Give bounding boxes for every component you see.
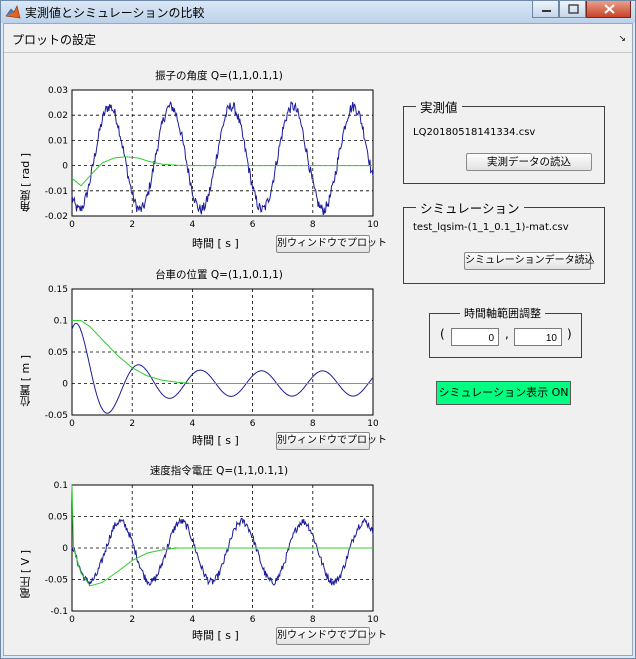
measured-series-line [71, 517, 374, 587]
y-tick-label: 0.05 [48, 348, 68, 358]
load-measured-data-button[interactable]: 実測データの読込 [466, 153, 592, 171]
title-bar[interactable]: 実測値とシミュレーションの比較 [1, 1, 635, 23]
y-tick-label: 0.01 [48, 136, 68, 146]
x-tick-label: 4 [190, 419, 196, 429]
plot3-xlabel: 時間 [ s ] [192, 629, 239, 642]
open-paren: ( [440, 327, 445, 341]
y-tick-label: 0.03 [48, 86, 68, 96]
x-tick-label: 2 [129, 419, 135, 429]
simulation-group-label: シミュレーション [416, 198, 524, 217]
y-tick-label: 0.1 [54, 481, 68, 491]
matlab-membrane-icon [5, 4, 21, 20]
y-tick-label: 0 [62, 162, 68, 172]
angle-plot: 0.030.020.010-0.01-0.020 2 4 6 8 10 [45, 86, 378, 230]
simulation-group: シミュレーション test_lqsim-(1_1_0.1_1)-mat.csv … [403, 198, 605, 284]
x-tick-label: 4 [190, 220, 196, 230]
time-start-input[interactable] [451, 328, 499, 346]
x-tick-label: 2 [129, 615, 135, 625]
simulation-series-line [71, 484, 373, 587]
plot1-title: 振子の角度 Q=(1,1,0.1,1) [155, 70, 283, 82]
voltage-plot: 0.10.050-0.05-0.10 2 4 6 8 10 [45, 481, 378, 625]
y-tick-label: -0.02 [45, 212, 68, 222]
y-tick-label: -0.1 [50, 607, 68, 617]
close-button[interactable] [586, 1, 631, 18]
x-tick-label: 0 [69, 220, 75, 230]
maximize-icon [568, 4, 579, 14]
measured-series-line [71, 101, 374, 215]
x-tick-label: 8 [310, 419, 316, 429]
panel-title: プロットの設定 [12, 33, 97, 47]
x-tick-label: 0 [69, 419, 75, 429]
y-tick-label: 0.05 [48, 513, 68, 523]
x-tick-label: 8 [310, 220, 316, 230]
y-tick-label: 0 [62, 380, 68, 390]
x-tick-label: 2 [129, 220, 135, 230]
simulation-display-toggle[interactable]: シミュレーション表示 ON [436, 381, 571, 405]
y-tick-label: 0 [62, 544, 68, 554]
measured-group: 実測値 LQ20180518141334.csv 実測データの読込 [403, 97, 605, 184]
time-end-input[interactable] [514, 328, 562, 346]
plot2-separate-window-button[interactable]: 別ウィンドウでプロット [276, 432, 387, 450]
y-tick-label: 0.1 [54, 317, 68, 327]
position-plot: 0.150.10.050-0.050 2 4 6 8 10 [45, 285, 378, 429]
y-tick-label: -0.01 [45, 187, 68, 197]
simulation-series-line [71, 156, 373, 187]
time-range-label: 時間軸範囲調整 [460, 305, 545, 321]
x-tick-label: 0 [69, 615, 75, 625]
client-area: プロットの設定 ↘ 振子の角度 Q=(1,1,0.1,1) 角度 [ rad ]… [3, 23, 633, 656]
plot1-xlabel: 時間 [ s ] [192, 237, 239, 250]
x-tick-label: 6 [250, 419, 256, 429]
y-tick-label: 0.02 [48, 111, 68, 121]
x-tick-label: 10 [367, 615, 378, 625]
plot-area [71, 89, 374, 217]
simulation-series-line [72, 320, 373, 384]
x-tick-label: 4 [190, 615, 196, 625]
x-tick-label: 10 [367, 419, 378, 429]
measured-filename: LQ20180518141334.csv [413, 127, 536, 138]
close-icon [604, 4, 615, 14]
load-simulation-data-button[interactable]: シミュレーションデータ読込 [464, 252, 595, 270]
plot3-title: 速度指令電圧 Q=(1,1,0.1,1) [149, 465, 289, 477]
plot3-separate-window-button[interactable]: 別ウィンドウでプロット [276, 627, 387, 645]
plot1-separate-window-button[interactable]: 別ウィンドウでプロット [276, 235, 387, 253]
measured-group-label: 実測値 [416, 97, 462, 116]
time-range-group: 時間軸範囲調整 ( , ) [429, 305, 582, 358]
plot2-title: 台車の位置 Q=(1,1,0.1,1) [155, 269, 283, 281]
comma: , [505, 327, 509, 341]
maximize-button[interactable] [559, 1, 586, 18]
window-title: 実測値とシミュレーションの比較 [25, 6, 205, 20]
panel-header[interactable]: プロットの設定 ↘ [4, 24, 632, 53]
minimize-icon [542, 10, 551, 12]
y-tick-label: -0.05 [45, 576, 68, 586]
collapse-arrow-icon[interactable]: ↘ [618, 34, 626, 44]
plot2-xlabel: 時間 [ s ] [192, 434, 239, 447]
minimize-button[interactable] [532, 1, 559, 18]
x-tick-label: 8 [310, 615, 316, 625]
measured-series-line [71, 322, 374, 414]
y-tick-label: 0.15 [48, 285, 68, 295]
close-paren: ) [567, 327, 572, 341]
x-tick-label: 6 [250, 615, 256, 625]
panel-body: 振子の角度 Q=(1,1,0.1,1) 角度 [ rad ] 0.03 0.02 0… [4, 54, 632, 655]
y-tick-label: -0.05 [45, 411, 68, 421]
x-tick-label: 6 [250, 220, 256, 230]
x-tick-label: 10 [367, 220, 378, 230]
simulation-filename: test_lqsim-(1_1_0.1_1)-mat.csv [413, 222, 569, 233]
